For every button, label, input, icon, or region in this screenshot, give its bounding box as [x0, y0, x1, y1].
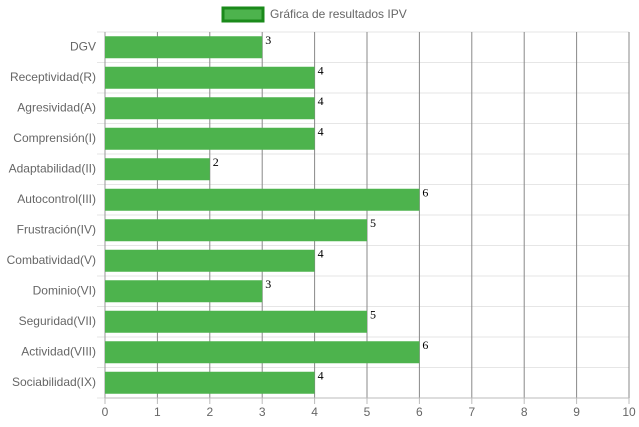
bar [105, 280, 263, 303]
x-tick-label: 1 [154, 405, 161, 419]
x-tick-label: 3 [259, 405, 266, 419]
value-label: 3 [265, 33, 271, 47]
x-tick-label: 7 [468, 405, 475, 419]
x-tick-label: 8 [521, 405, 528, 419]
bar [105, 310, 367, 333]
x-tick-label: 10 [622, 405, 636, 419]
bar [105, 36, 263, 59]
bar [105, 188, 420, 211]
x-tick-label: 4 [311, 405, 318, 419]
bar [105, 219, 367, 242]
value-label: 4 [318, 94, 324, 108]
value-label: 5 [370, 216, 376, 230]
y-tick-label: Actividad(VIII) [21, 344, 96, 358]
value-label: 6 [422, 338, 428, 352]
y-tick-label: Adaptabilidad(II) [9, 161, 96, 175]
y-tick-label: Seguridad(VII) [19, 314, 96, 328]
bar [105, 249, 315, 272]
value-label: 4 [318, 247, 324, 261]
y-tick-label: Comprensión(I) [13, 131, 96, 145]
y-tick-label: Autocontrol(III) [17, 192, 96, 206]
y-tick-label: Sociabilidad(IX) [12, 375, 96, 389]
y-tick-label: DGV [70, 39, 96, 53]
x-tick-label: 5 [364, 405, 371, 419]
value-label: 6 [422, 186, 428, 200]
bar [105, 127, 315, 150]
value-label: 2 [213, 155, 219, 169]
y-tick-label: Frustración(IV) [17, 222, 96, 236]
x-tick-label: 6 [416, 405, 423, 419]
value-label: 5 [370, 308, 376, 322]
x-tick-label: 9 [573, 405, 580, 419]
bar [105, 66, 315, 89]
legend-label: Gráfica de resultados IPV [270, 7, 407, 21]
bar [105, 97, 315, 120]
x-tick-label: 0 [102, 405, 109, 419]
value-label: 4 [318, 64, 324, 78]
bar [105, 158, 210, 181]
value-label: 4 [318, 369, 324, 383]
y-tick-label: Combatividad(V) [7, 253, 96, 267]
y-tick-label: Agresividad(A) [17, 100, 96, 114]
x-tick-label: 2 [206, 405, 213, 419]
y-tick-label: Dominio(VI) [33, 283, 96, 297]
legend-swatch [221, 6, 265, 23]
value-label: 3 [265, 277, 271, 291]
value-label: 4 [318, 125, 324, 139]
bar [105, 341, 420, 364]
bar [105, 371, 315, 394]
y-tick-label: Receptividad(R) [10, 70, 96, 84]
